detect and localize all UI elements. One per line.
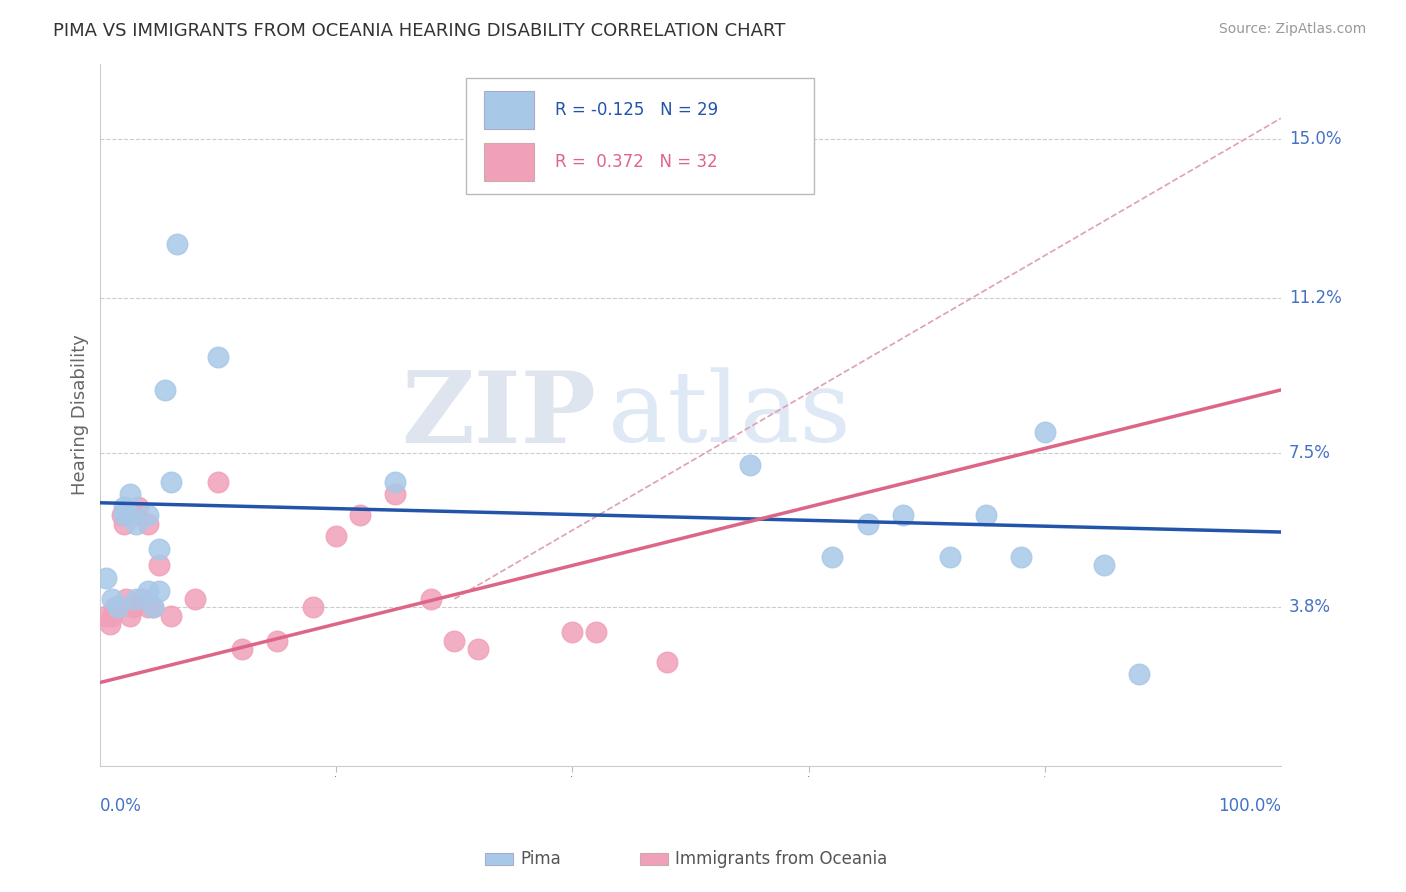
Text: 0.0%: 0.0% — [100, 797, 142, 814]
Text: 7.5%: 7.5% — [1289, 443, 1331, 462]
Point — [1033, 425, 1056, 439]
Point — [384, 475, 406, 489]
Text: ZIP: ZIP — [401, 367, 596, 464]
Point — [96, 571, 118, 585]
Point — [266, 633, 288, 648]
Point — [103, 600, 125, 615]
Point — [136, 516, 159, 531]
Point — [561, 625, 583, 640]
Point — [231, 642, 253, 657]
Text: 11.2%: 11.2% — [1289, 289, 1341, 307]
Point — [112, 516, 135, 531]
Bar — [484, 91, 533, 129]
Text: R = -0.125   N = 29: R = -0.125 N = 29 — [555, 101, 718, 119]
Point — [419, 591, 441, 606]
Point — [821, 550, 844, 565]
Point — [738, 458, 761, 472]
Bar — [484, 143, 533, 181]
Point — [101, 591, 124, 606]
Point — [207, 350, 229, 364]
Point — [301, 600, 323, 615]
Point — [101, 608, 124, 623]
Point — [184, 591, 207, 606]
Text: 3.8%: 3.8% — [1289, 599, 1331, 616]
Text: Pima: Pima — [520, 850, 561, 868]
Point — [166, 236, 188, 251]
Point — [98, 616, 121, 631]
Point — [148, 558, 170, 573]
Point — [96, 608, 118, 623]
Point — [655, 655, 678, 669]
Point — [131, 591, 153, 606]
Point — [207, 475, 229, 489]
Point — [142, 600, 165, 615]
Point — [1010, 550, 1032, 565]
Point — [112, 508, 135, 523]
Point — [1128, 667, 1150, 681]
Text: Immigrants from Oceania: Immigrants from Oceania — [675, 850, 887, 868]
Point — [136, 600, 159, 615]
Point — [125, 591, 148, 606]
Point — [349, 508, 371, 523]
Point — [118, 608, 141, 623]
Point — [148, 583, 170, 598]
Point — [118, 487, 141, 501]
Point — [939, 550, 962, 565]
Point — [127, 500, 149, 514]
Y-axis label: Hearing Disability: Hearing Disability — [72, 334, 89, 495]
Point — [136, 508, 159, 523]
Point — [118, 508, 141, 523]
Point — [110, 508, 132, 523]
Point — [585, 625, 607, 640]
Text: PIMA VS IMMIGRANTS FROM OCEANIA HEARING DISABILITY CORRELATION CHART: PIMA VS IMMIGRANTS FROM OCEANIA HEARING … — [53, 22, 786, 40]
Text: R =  0.372   N = 32: R = 0.372 N = 32 — [555, 153, 717, 171]
Point — [125, 516, 148, 531]
Text: atlas: atlas — [607, 368, 851, 463]
Text: Source: ZipAtlas.com: Source: ZipAtlas.com — [1219, 22, 1367, 37]
Point — [974, 508, 997, 523]
Point — [125, 508, 148, 523]
Point — [384, 487, 406, 501]
Point — [443, 633, 465, 648]
Point — [148, 541, 170, 556]
Text: 15.0%: 15.0% — [1289, 130, 1341, 148]
Point — [112, 500, 135, 514]
Text: 100.0%: 100.0% — [1218, 797, 1281, 814]
Point — [107, 600, 129, 615]
Point — [155, 383, 177, 397]
Point — [856, 516, 879, 531]
FancyBboxPatch shape — [467, 78, 814, 194]
Point — [467, 642, 489, 657]
Point — [1092, 558, 1115, 573]
Point — [107, 600, 129, 615]
Point — [160, 608, 183, 623]
Point — [115, 591, 138, 606]
Point — [325, 529, 347, 543]
Point — [122, 600, 145, 615]
Point — [160, 475, 183, 489]
Point — [891, 508, 914, 523]
Point — [136, 583, 159, 598]
Point — [142, 600, 165, 615]
